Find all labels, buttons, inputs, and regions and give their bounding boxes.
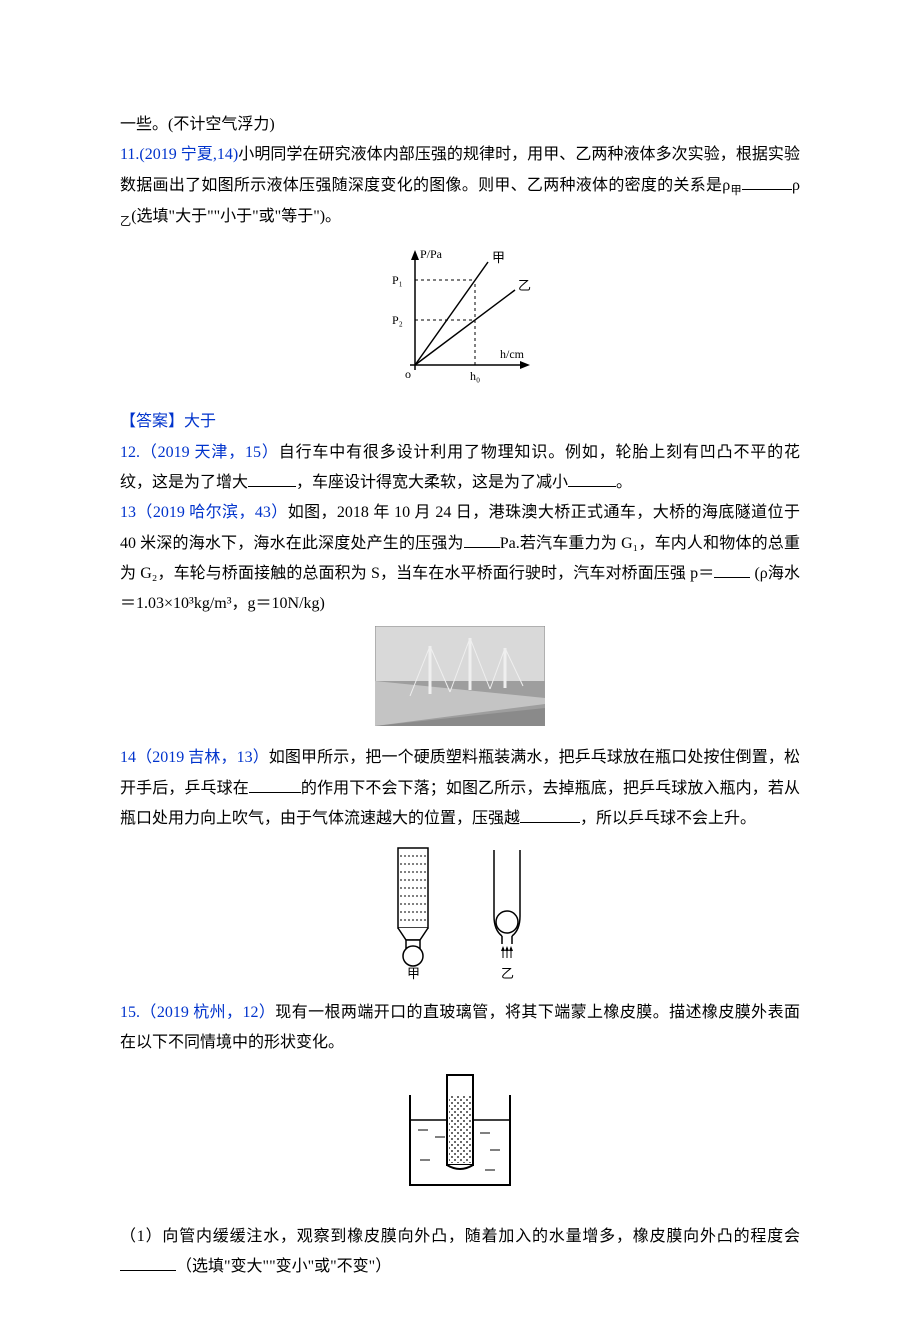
q13-blank1	[464, 531, 500, 548]
q14-blank1	[249, 776, 301, 793]
q11-hint: (选填"大于""小于"或"等于")。	[131, 208, 341, 225]
q15-block: 15.（2019 杭州，12）现有一根两端开口的直玻璃管，将其下端蒙上橡皮膜。描…	[120, 998, 800, 1059]
q12-blank2	[568, 470, 616, 487]
q11-ref: 11.(2019 宁夏,14)	[120, 146, 238, 163]
svg-text:P₁: P₁	[392, 273, 403, 287]
svg-text:P/Pa: P/Pa	[420, 247, 443, 261]
bottle-jia-icon: 甲	[383, 840, 443, 980]
q11-answer: 【答案】大于	[120, 407, 800, 437]
svg-text:h/cm: h/cm	[500, 347, 525, 361]
q14-figures: 甲 乙	[120, 840, 800, 991]
q11-var-left: ρ甲	[722, 177, 742, 194]
q15-sub1-text-a: 向管内缓缓注水，观察到橡皮膜向外凸，随着加入的水量增多，橡皮膜向外凸的程度会	[162, 1228, 800, 1245]
q10-tail: 一些。(不计空气浮力)	[120, 110, 800, 140]
q13-block: 13（2019 哈尔滨，43）如图，2018 年 10 月 24 日，港珠澳大桥…	[120, 498, 800, 620]
q11-blank	[742, 173, 792, 190]
svg-text:o: o	[405, 367, 411, 381]
q13-unit-a: Pa.	[500, 535, 520, 552]
svg-text:甲: 甲	[407, 966, 420, 980]
pressure-depth-chart-icon: 甲 乙 h₀ P₁ P₂ P/Pa h/cm o	[380, 240, 540, 390]
svg-text:h₀: h₀	[470, 369, 480, 383]
q15-blank	[120, 1254, 176, 1271]
svg-text:P₂: P₂	[392, 313, 403, 327]
svg-text:乙: 乙	[518, 278, 531, 293]
q15-ref: 15.（2019 杭州，12）	[120, 1004, 275, 1021]
q11-chart: 甲 乙 h₀ P₁ P₂ P/Pa h/cm o	[120, 240, 800, 401]
glass-tube-beaker-icon	[390, 1065, 530, 1205]
q14-ref: 14（2019 吉林，13）	[120, 749, 269, 766]
bridge-photo-icon	[375, 626, 545, 726]
q14-text-c: ，所以乒乓球不会上升。	[580, 810, 756, 827]
q15-figure	[120, 1065, 800, 1216]
q12-ref: 12.（2019 天津，15）	[120, 444, 279, 461]
q12-blank1	[248, 470, 296, 487]
q12-text-b: ，车座设计得宽大柔软，这是为了减小	[296, 474, 568, 491]
q15-sub1-label: （1）	[120, 1228, 162, 1245]
q11-answer-text: 大于	[184, 413, 216, 430]
q13-ref: 13（2019 哈尔滨，43）	[120, 504, 288, 521]
bottle-yi-icon: 乙	[477, 840, 537, 980]
q12-text-c: 。	[616, 474, 632, 491]
q14-block: 14（2019 吉林，13）如图甲所示，把一个硬质塑料瓶装满水，把乒乓球放在瓶口…	[120, 743, 800, 834]
q13-image	[120, 626, 800, 737]
q13-blank2	[714, 561, 750, 578]
svg-text:乙: 乙	[501, 966, 514, 980]
q10-tail-text: 一些。(不计空气浮力)	[120, 116, 275, 133]
q15-sub1: （1）向管内缓缓注水，观察到橡皮膜向外凸，随着加入的水量增多，橡皮膜向外凸的程度…	[120, 1222, 800, 1283]
q11-block: 11.(2019 宁夏,14)小明同学在研究液体内部压强的规律时，用甲、乙两种液…	[120, 140, 800, 233]
svg-text:甲: 甲	[492, 250, 505, 265]
q14-blank2	[520, 806, 580, 823]
q11-answer-label: 【答案】	[120, 413, 184, 430]
q12-block: 12.（2019 天津，15）自行车中有很多设计利用了物理知识。例如，轮胎上刻有…	[120, 438, 800, 499]
q15-sub1-hint: （选填"变大""变小"或"不变"）	[176, 1258, 391, 1275]
